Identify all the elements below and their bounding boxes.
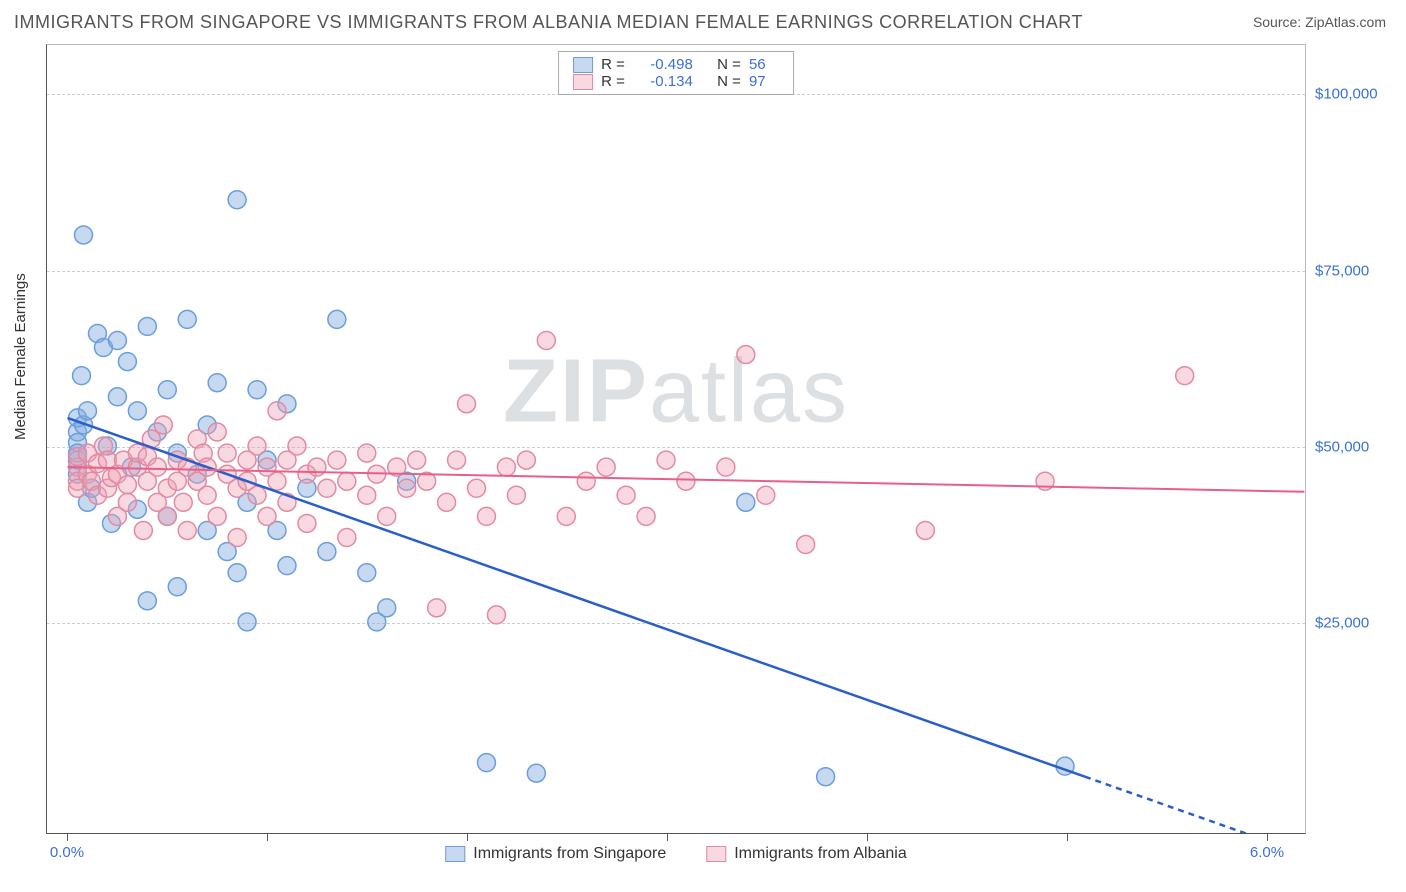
r-label: R =: [601, 56, 625, 73]
legend-row-albania: R = -0.134 N = 97: [573, 73, 779, 90]
x-tick: [67, 833, 68, 841]
chart-plot-area: ZIPatlas R = -0.498 N = 56 R = -0.134 N …: [46, 44, 1306, 834]
swatch-singapore: [573, 57, 593, 73]
source-name: ZipAtlas.com: [1305, 14, 1386, 30]
x-tick: [867, 833, 868, 841]
y-tick-label: $100,000: [1315, 86, 1395, 103]
x-tick: [1067, 833, 1068, 841]
swatch-albania: [573, 74, 593, 90]
chart-title: IMMIGRANTS FROM SINGAPORE VS IMMIGRANTS …: [14, 12, 1083, 33]
legend-item-singapore: Immigrants from Singapore: [445, 845, 666, 863]
legend-row-singapore: R = -0.498 N = 56: [573, 56, 779, 73]
n-value-albania: 97: [749, 73, 779, 90]
y-axis-label: Median Female Earnings: [12, 273, 29, 440]
x-tick: [667, 833, 668, 841]
r-label: R =: [601, 73, 625, 90]
x-tick: [1267, 833, 1268, 841]
swatch-albania-bottom: [706, 846, 726, 862]
n-label: N =: [717, 56, 741, 73]
x-tick: [267, 833, 268, 841]
legend-item-albania: Immigrants from Albania: [706, 845, 907, 863]
r-value-singapore: -0.498: [633, 56, 693, 73]
series-legend: Immigrants from Singapore Immigrants fro…: [445, 845, 906, 863]
x-tick: [467, 833, 468, 841]
x-tick-label-right: 6.0%: [1250, 844, 1284, 861]
swatch-singapore-bottom: [445, 846, 465, 862]
source-label: Source:: [1253, 14, 1305, 30]
r-value-albania: -0.134: [633, 73, 693, 90]
correlation-legend: R = -0.498 N = 56 R = -0.134 N = 97: [558, 51, 794, 95]
y-tick-label: $25,000: [1315, 615, 1395, 632]
n-label: N =: [717, 73, 741, 90]
x-tick-label-left: 0.0%: [50, 844, 84, 861]
chart-svg: [47, 45, 1305, 833]
source-attribution: Source: ZipAtlas.com: [1253, 14, 1386, 30]
y-tick-label: $50,000: [1315, 439, 1395, 456]
series-name-singapore: Immigrants from Singapore: [473, 845, 666, 863]
n-value-singapore: 56: [749, 56, 779, 73]
series-name-albania: Immigrants from Albania: [734, 845, 907, 863]
y-tick-label: $75,000: [1315, 262, 1395, 279]
